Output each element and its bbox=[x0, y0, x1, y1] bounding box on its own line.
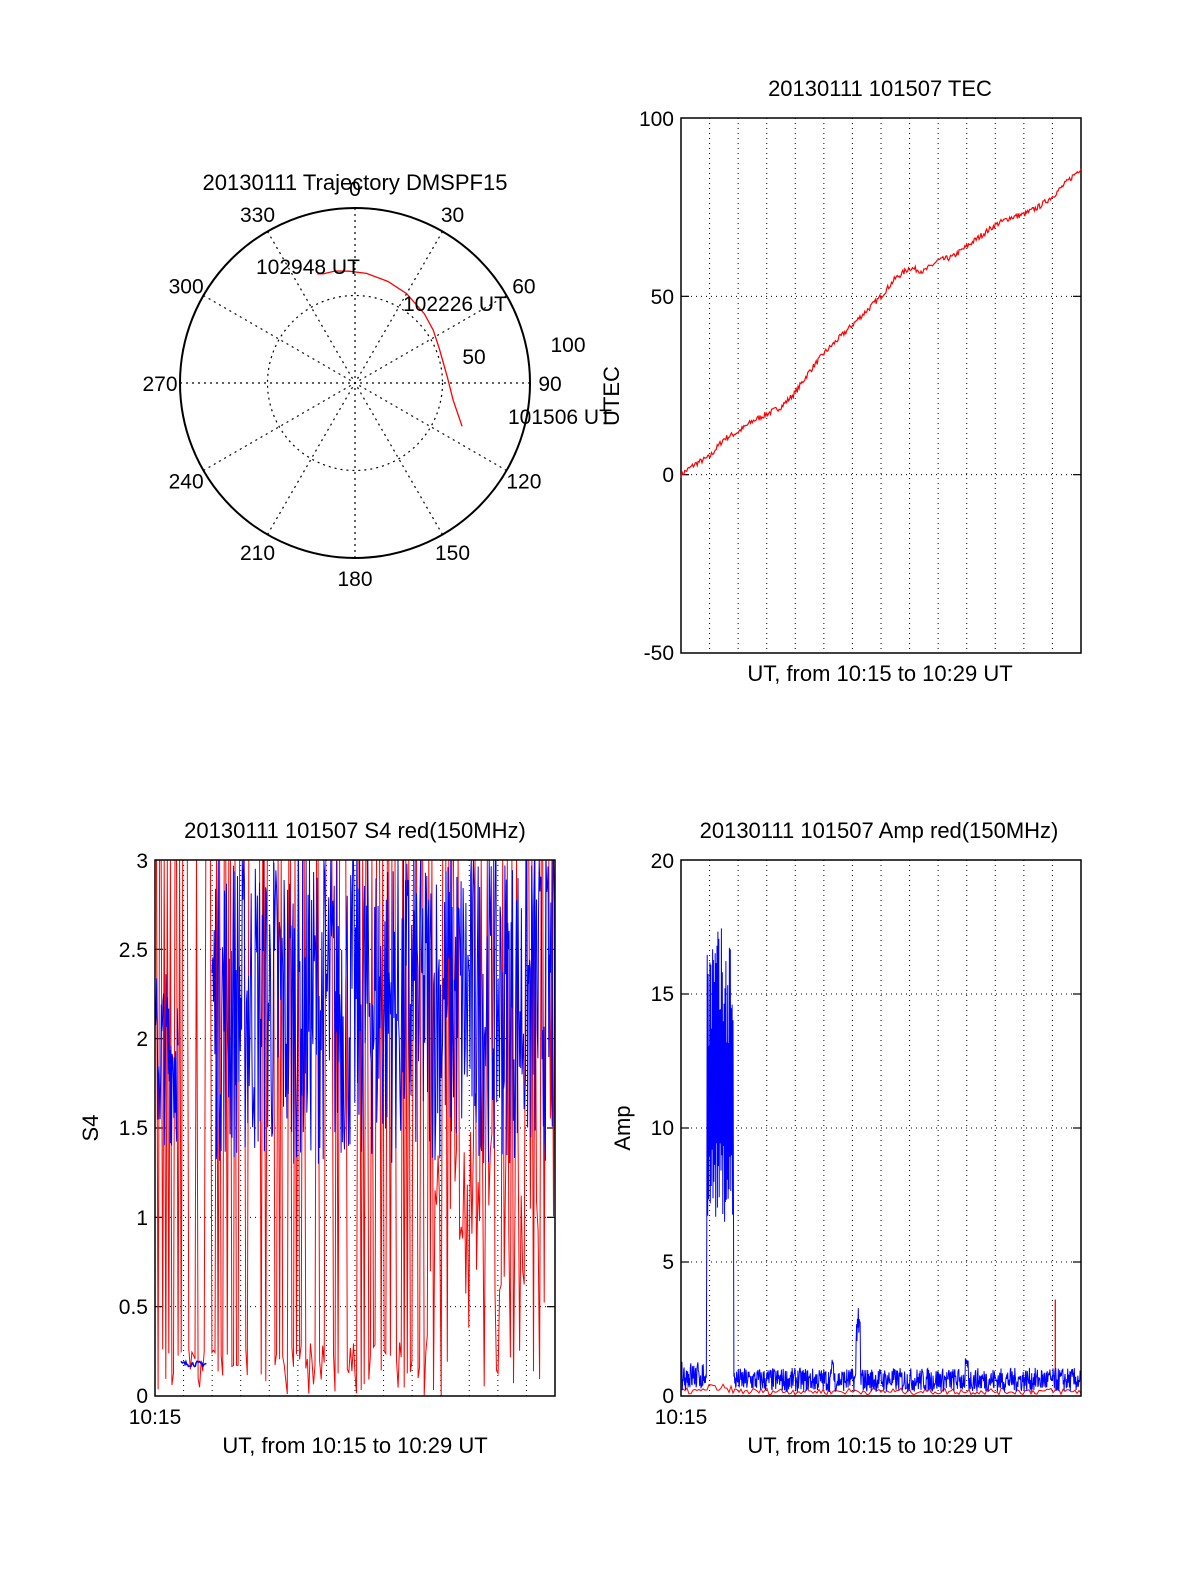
amp-ytick-0: 0 bbox=[662, 1385, 674, 1408]
polar-angle-label-60: 60 bbox=[512, 276, 535, 299]
tec-ytick-100: 100 bbox=[639, 108, 674, 131]
polar-annotation-102948: 102948 UT bbox=[256, 256, 360, 279]
amp-title: 20130111 101507 Amp red(150MHz) bbox=[700, 818, 1059, 843]
polar-panel: 20130111 Trajectory DMSPF15 0 30 60 90 120 15… bbox=[142, 170, 612, 591]
amp-blue-line bbox=[680, 928, 1082, 1393]
s4-blue-low-segment bbox=[180, 1359, 207, 1369]
polar-radial-tick-50: 50 bbox=[462, 346, 485, 369]
amp-ytick-10: 10 bbox=[651, 1117, 674, 1140]
amp-red-line bbox=[680, 1383, 1082, 1396]
polar-title: 20130111 Trajectory DMSPF15 bbox=[203, 170, 508, 195]
s4-ylabel: S4 bbox=[78, 1115, 103, 1142]
tec-xlabel: UT, from 10:15 to 10:29 UT bbox=[747, 661, 1012, 686]
amp-red-series bbox=[680, 1299, 1082, 1396]
tec-grid bbox=[681, 118, 1081, 653]
tec-ylabel: UTEC bbox=[599, 366, 624, 426]
polar-angle-label-210: 210 bbox=[240, 542, 275, 565]
polar-annotation-102226: 102226 UT bbox=[403, 293, 507, 316]
s4-ytick-3: 3 bbox=[136, 850, 148, 873]
s4-blue-early bbox=[154, 974, 179, 1146]
polar-angle-labels: 0 30 60 90 120 150 180 210 240 270 300 330 bbox=[142, 178, 561, 591]
polar-angle-label-120: 120 bbox=[506, 471, 541, 494]
amp-ytick-15: 15 bbox=[651, 983, 674, 1006]
polar-angle-label-90: 90 bbox=[538, 373, 561, 396]
s4-plot-frame bbox=[154, 859, 556, 1397]
s4-panel: 20130111 101507 S4 red(150MHz) 0 0.5 1 1… bbox=[78, 818, 556, 1458]
polar-angle-label-330: 330 bbox=[240, 204, 275, 227]
s4-blue-main bbox=[211, 859, 556, 1164]
polar-trajectory-line bbox=[317, 270, 463, 427]
polar-annotation-101506: 101506 UT bbox=[508, 406, 612, 429]
polar-outer-ring bbox=[179, 207, 531, 559]
tec-ytick-50: 50 bbox=[651, 286, 674, 309]
polar-angle-label-300: 300 bbox=[169, 276, 204, 299]
tec-plot-frame bbox=[680, 117, 1082, 654]
polar-angle-label-150: 150 bbox=[435, 542, 470, 565]
amp-ylabel: Amp bbox=[610, 1105, 635, 1150]
amp-ytick-5: 5 bbox=[662, 1251, 674, 1274]
polar-angle-label-270: 270 bbox=[142, 373, 177, 396]
amp-grid bbox=[681, 860, 1081, 1396]
amp-panel: 20130111 101507 Amp red(150MHz) 0 5 10 1… bbox=[610, 818, 1082, 1458]
tec-panel: 20130111 101507 TEC -50 0 50 100 UTEC UT… bbox=[599, 76, 1082, 686]
tec-ytick-0: 0 bbox=[662, 464, 674, 487]
polar-angle-label-180: 180 bbox=[337, 568, 372, 591]
polar-angle-label-30: 30 bbox=[441, 204, 464, 227]
s4-ytick-1.5: 1.5 bbox=[119, 1117, 148, 1140]
amp-xtick-first: 10:15 bbox=[655, 1406, 708, 1429]
polar-angle-label-0: 0 bbox=[349, 178, 361, 201]
s4-xtick-first: 10:15 bbox=[129, 1406, 182, 1429]
polar-angle-label-240: 240 bbox=[169, 471, 204, 494]
s4-ytick-0: 0 bbox=[136, 1385, 148, 1408]
polar-grid-ring-50 bbox=[266, 294, 444, 472]
s4-ytick-2.5: 2.5 bbox=[119, 939, 148, 962]
s4-ytick-1: 1 bbox=[136, 1207, 148, 1230]
tec-title: 20130111 101507 TEC bbox=[768, 76, 992, 101]
polar-grid-spoke-150 bbox=[266, 231, 444, 535]
amp-xlabel: UT, from 10:15 to 10:29 UT bbox=[747, 1433, 1012, 1458]
s4-ytick-0.5: 0.5 bbox=[119, 1296, 148, 1319]
s4-blue-series bbox=[154, 859, 556, 1369]
tec-series-line bbox=[680, 168, 1082, 478]
tec-ytick-neg50: -50 bbox=[644, 642, 674, 665]
s4-ytick-2: 2 bbox=[136, 1028, 148, 1051]
amp-plot-frame bbox=[680, 859, 1082, 1397]
s4-title: 20130111 101507 S4 red(150MHz) bbox=[184, 818, 526, 843]
amp-ytick-20: 20 bbox=[651, 850, 674, 873]
polar-radial-tick-100: 100 bbox=[550, 334, 585, 357]
s4-xlabel: UT, from 10:15 to 10:29 UT bbox=[222, 1433, 487, 1458]
amp-blue-series bbox=[680, 928, 1082, 1393]
